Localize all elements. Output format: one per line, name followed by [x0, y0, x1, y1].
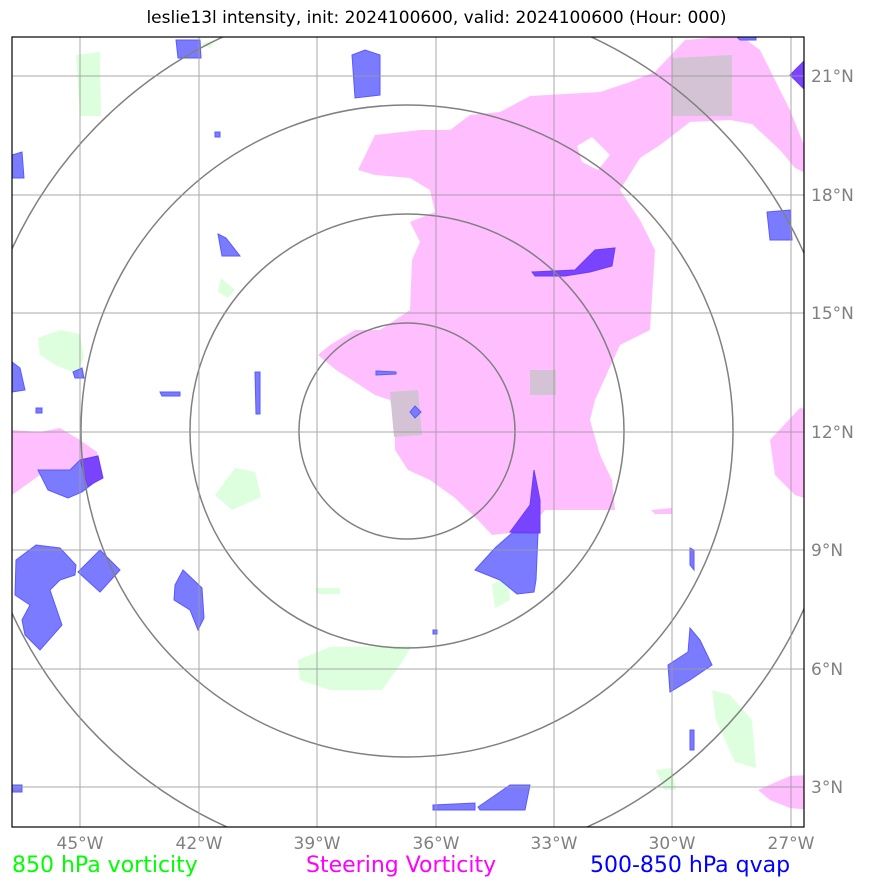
lon-label-33w: 33°W: [531, 834, 578, 854]
lon-tick-labels: 45°W 42°W 39°W 36°W 33°W 30°W 27°W: [57, 834, 815, 854]
green-vorticity-areas: [38, 40, 756, 790]
lat-label-9n: 9°N: [811, 541, 843, 561]
map-layers: [12, 37, 804, 827]
range-ring-1: [298, 322, 516, 540]
lat-label-12n: 12°N: [811, 423, 854, 443]
grid-lines: [12, 37, 804, 827]
lat-tick-labels: 21°N 18°N 15°N 12°N 9°N 6°N 3°N: [811, 67, 854, 798]
range-ring-2: [189, 213, 625, 649]
lon-label-45w: 45°W: [57, 834, 104, 854]
map-title: leslie13l intensity, init: 2024100600, v…: [146, 8, 727, 28]
map-frame: [11, 36, 805, 828]
magenta-steering-areas: [12, 37, 804, 810]
legend-qvap: 500-850 hPa qvap: [590, 853, 791, 878]
blue-qvap-areas: [12, 37, 793, 811]
lat-label-18n: 18°N: [811, 186, 854, 206]
lon-label-39w: 39°W: [294, 834, 341, 854]
lon-label-30w: 30°W: [649, 834, 696, 854]
lat-label-15n: 15°N: [811, 304, 854, 324]
legend-850-vorticity: 850 hPa vorticity: [12, 853, 198, 878]
range-ring-3: [80, 104, 734, 758]
lon-label-27w: 27°W: [768, 834, 815, 854]
legend-steering-vorticity: Steering Vorticity: [306, 853, 497, 878]
lat-label-6n: 6°N: [811, 660, 843, 680]
purple-overlap-areas: [79, 60, 804, 534]
range-rings: [12, 37, 804, 827]
lat-label-3n: 3°N: [811, 778, 843, 798]
lon-label-36w: 36°W: [413, 834, 460, 854]
lon-label-42w: 42°W: [176, 834, 223, 854]
lat-label-21n: 21°N: [811, 67, 854, 87]
